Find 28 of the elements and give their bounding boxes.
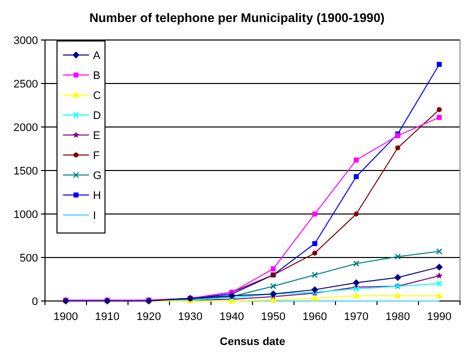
x-tick-label: 1980 xyxy=(386,311,410,323)
legend-label: C xyxy=(93,90,101,102)
x-tick-label: 1940 xyxy=(220,311,244,323)
legend-label: D xyxy=(93,110,101,122)
x-tick-label: 1900 xyxy=(54,311,78,323)
chart-title: Number of telephone per Municipality (1900-1990) xyxy=(89,11,385,25)
legend-label: F xyxy=(93,150,100,162)
y-tick-label: 2500 xyxy=(14,78,38,90)
x-tick-label: 1910 xyxy=(95,311,120,323)
x-tick-label: 1920 xyxy=(136,311,161,323)
x-tick-label: 1930 xyxy=(178,311,202,323)
legend-label: A xyxy=(93,50,101,62)
y-tick-label: 2000 xyxy=(14,122,38,134)
y-tick-label: 1000 xyxy=(14,208,38,221)
y-tick-label: 1500 xyxy=(14,165,38,178)
x-tick-label: 1970 xyxy=(344,311,368,323)
legend-label: G xyxy=(93,170,102,182)
y-tick-label: 0 xyxy=(32,296,38,308)
x-tick-label: 1950 xyxy=(261,311,286,323)
y-tick-label: 3000 xyxy=(14,34,38,47)
x-tick-label: 1960 xyxy=(302,311,327,323)
legend-label: E xyxy=(93,130,100,142)
x-axis-title: Census date xyxy=(220,336,286,348)
x-tick-label: 1990 xyxy=(427,311,452,323)
y-tick-label: 500 xyxy=(20,252,38,264)
legend-label: H xyxy=(93,190,101,202)
legend-label: I xyxy=(93,210,96,222)
legend-label: B xyxy=(93,70,100,82)
